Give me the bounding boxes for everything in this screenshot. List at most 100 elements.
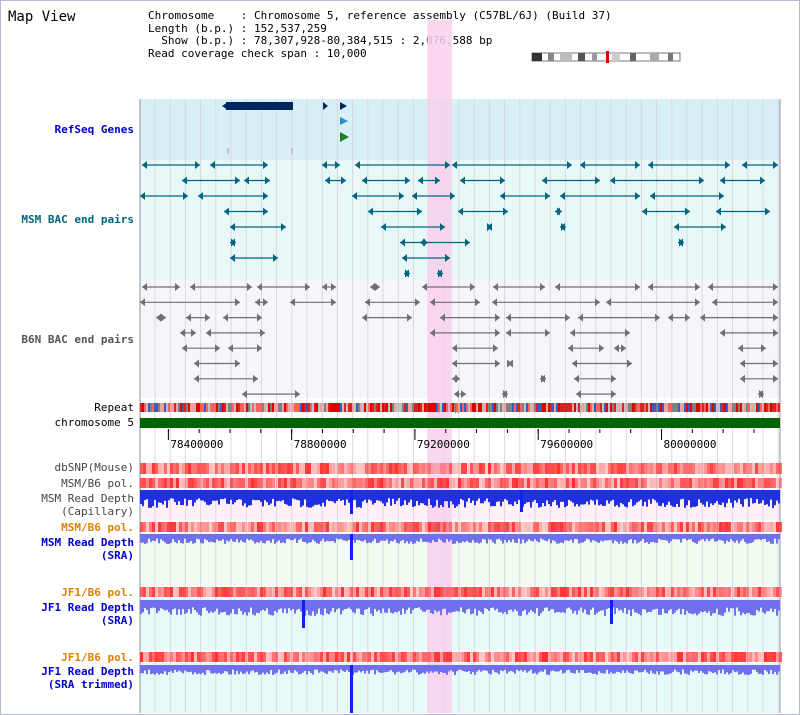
depth-bar [386,600,388,613]
depth-bar [306,490,308,507]
depth-bar [510,600,512,610]
depth-bar [406,490,408,505]
depth-bar [140,534,142,543]
repeat-stripe [426,403,428,412]
polymorphism-stripe [476,652,479,662]
polymorphism-stripe [539,463,542,474]
polymorphism-stripe [350,652,353,662]
gene-arrow [222,102,228,110]
repeat-stripe [776,403,778,412]
depth-bar [544,665,546,670]
depth-bar [500,534,502,541]
repeat-stripe [416,403,418,412]
depth-bar [624,490,626,507]
polymorphism-stripe [383,478,386,488]
repeat-stripe [554,403,556,412]
depth-bar [630,665,632,674]
depth-bar [328,490,330,502]
bac-end-left [614,344,619,353]
depth-bar [418,665,420,675]
depth-bar [746,665,748,675]
polymorphism-stripe [725,463,728,474]
polymorphism-stripe [446,463,449,474]
depth-bar [768,490,770,507]
depth-bar [544,534,546,541]
polymorphism-stripe [338,522,341,532]
repeat-stripe [478,403,480,412]
depth-bar [204,600,206,608]
depth-bar [576,665,578,671]
bac-end-right [719,192,724,200]
polymorphism-stripe [464,522,467,532]
depth-bar [568,534,570,541]
polymorphism-stripe [572,587,575,597]
repeat-stripe [254,403,256,412]
bac-end-left [452,161,457,169]
bac-end-left [460,176,465,185]
polymorphism-stripe [620,478,623,488]
depth-bar [672,490,674,507]
depth-bar [584,490,586,505]
polymorphism-stripe [668,522,671,532]
polymorphism-stripe [746,587,749,597]
depth-bar [208,490,210,506]
polymorphism-stripe [515,587,518,597]
polymorphism-stripe [752,478,755,488]
polymorphism-stripe [350,587,353,597]
depth-bar [282,600,284,613]
depth-bar [700,490,702,503]
depth-bar [262,665,264,673]
polymorphism-stripe [533,478,536,488]
depth-bar [424,490,426,506]
polymorphism-stripe [716,478,719,488]
depth-bar [366,665,368,671]
polymorphism-stripe [647,478,650,488]
label-msm-bac[interactable]: MSM BAC end pairs [21,213,134,226]
polymorphism-stripe [632,652,635,662]
bac-end-left [542,176,547,185]
depth-bar [606,490,608,501]
repeat-stripe [196,403,198,412]
label-refseq[interactable]: RefSeq Genes [54,123,134,136]
depth-bar [316,490,318,505]
polymorphism-stripe [278,522,281,532]
depth-bar [482,665,484,671]
depth-bar [146,534,148,544]
depth-bar [480,534,482,543]
depth-bar [244,534,246,543]
depth-bar [228,534,230,542]
polymorphism-stripe [293,478,296,488]
depth-bar [612,490,614,500]
polymorphism-stripe [170,652,173,662]
depth-bar [242,665,244,675]
depth-bar [294,665,296,671]
depth-bar [238,534,240,543]
depth-bar [466,600,468,610]
polymorphism-stripe [767,587,770,597]
axis-tick-label: 79200000 [417,438,470,451]
depth-bar [516,665,518,670]
polymorphism-stripe [221,652,224,662]
depth-bar [568,600,570,608]
depth-bar [758,490,760,504]
depth-bar [542,600,544,612]
depth-bar [676,534,678,540]
polymorphism-stripe [353,478,356,488]
repeat-stripe [472,403,474,412]
polymorphism-stripe [530,522,533,532]
polymorphism-stripe [428,652,431,662]
polymorphism-stripe [641,652,644,662]
depth-bar [620,665,622,674]
label-b6n-bac[interactable]: B6N BAC end pairs [21,333,134,346]
polymorphism-stripe [272,587,275,597]
depth-bar [606,534,608,541]
depth-bar [222,534,224,540]
bac-end-right [685,207,690,216]
depth-bar [144,490,146,501]
depth-bar [564,534,566,541]
repeat-stripe [402,403,404,412]
depth-bar [220,600,222,613]
polymorphism-stripe [770,522,773,532]
polymorphism-stripe [416,652,419,662]
